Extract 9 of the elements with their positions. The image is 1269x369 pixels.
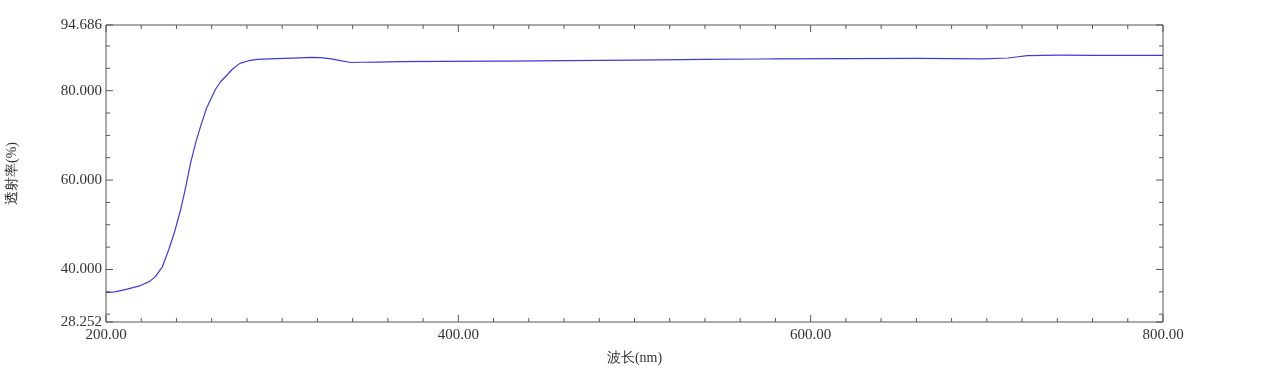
y-tick-label: 94.686 [60, 15, 103, 32]
y-tick-label: 80.000 [60, 81, 102, 98]
x-axis-title: 波长(nm) [606, 350, 663, 367]
y-tick-label: 60.000 [60, 171, 102, 187]
x-tick-label: 600.00 [790, 325, 832, 342]
x-tick-label: 400.00 [437, 325, 479, 342]
y-tick-label: 40.000 [60, 260, 102, 277]
x-tick-label: 800.00 [1142, 325, 1184, 342]
y-axis-title: 透射率(%) [4, 141, 21, 205]
